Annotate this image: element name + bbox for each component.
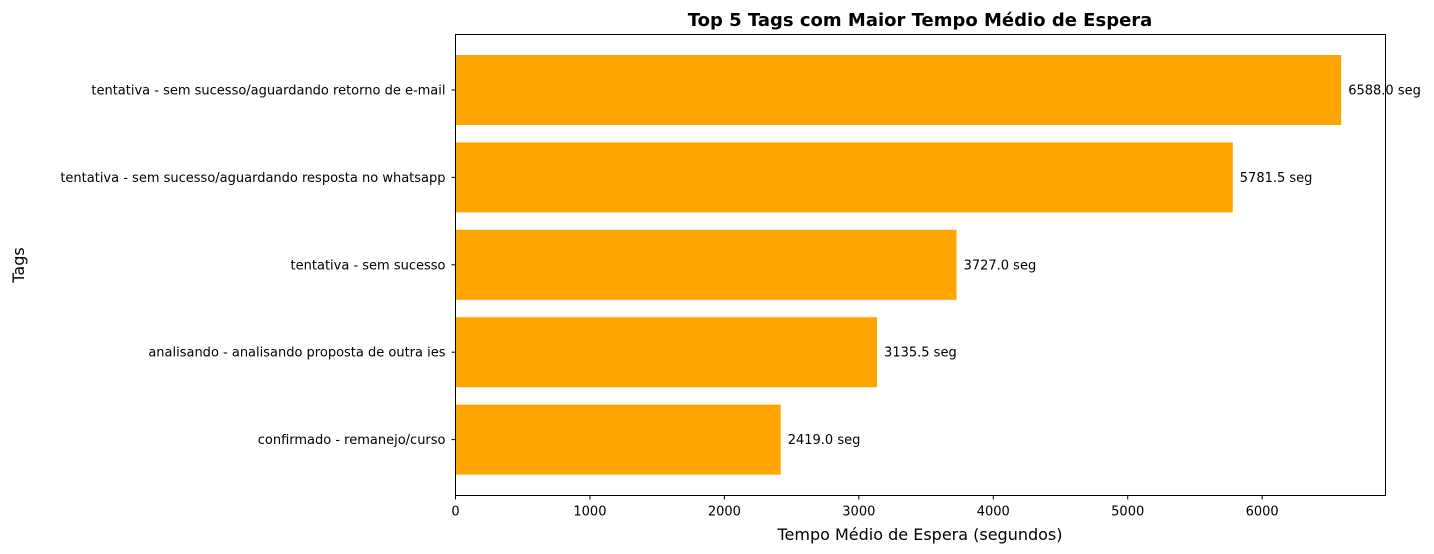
- bar-value-label: 3135.5 seg: [884, 346, 957, 361]
- bar: [455, 317, 878, 388]
- y-axis-label: Tags: [9, 247, 28, 283]
- bars-layer: 6588.0 seg 5781.5 seg 3727.0 seg 3135.5 seg…: [455, 55, 1421, 475]
- x-tick-label: 5000: [1111, 505, 1144, 520]
- x-axis-label: Tempo Médio de Espera (segundos): [776, 525, 1062, 544]
- y-tick-label: confirmado - remanejo/curso: [258, 433, 446, 448]
- x-axis: 0 1000 2000 3000 4000 5000 6000: [451, 495, 1279, 520]
- bar: [455, 142, 1233, 213]
- bar-value-label: 5781.5 seg: [1240, 171, 1313, 186]
- x-tick-label: 2000: [708, 505, 741, 520]
- bar-value-label: 2419.0 seg: [788, 433, 861, 448]
- y-tick-label: tentativa - sem sucesso/aguardando retor…: [91, 84, 445, 99]
- y-tick-label: analisando - analisando proposta de outr…: [148, 346, 445, 361]
- bar-value-label: 6588.0 seg: [1348, 84, 1421, 99]
- x-tick-label: 0: [451, 505, 459, 520]
- bar-value-label: 3727.0 seg: [964, 258, 1037, 273]
- bar: [455, 404, 781, 475]
- y-tick-label: tentativa - sem sucesso: [291, 258, 446, 273]
- x-tick-label: 1000: [573, 505, 606, 520]
- y-axis: tentativa - sem sucesso/aguardando retor…: [60, 84, 456, 448]
- bar: [455, 229, 957, 300]
- chart-title: Top 5 Tags com Maior Tempo Médio de Espe…: [688, 10, 1153, 31]
- bar: [455, 55, 1342, 125]
- x-tick-label: 3000: [842, 505, 875, 520]
- x-tick-label: 4000: [977, 505, 1010, 520]
- x-tick-label: 6000: [1246, 505, 1279, 520]
- y-tick-label: tentativa - sem sucesso/aguardando respo…: [60, 171, 445, 186]
